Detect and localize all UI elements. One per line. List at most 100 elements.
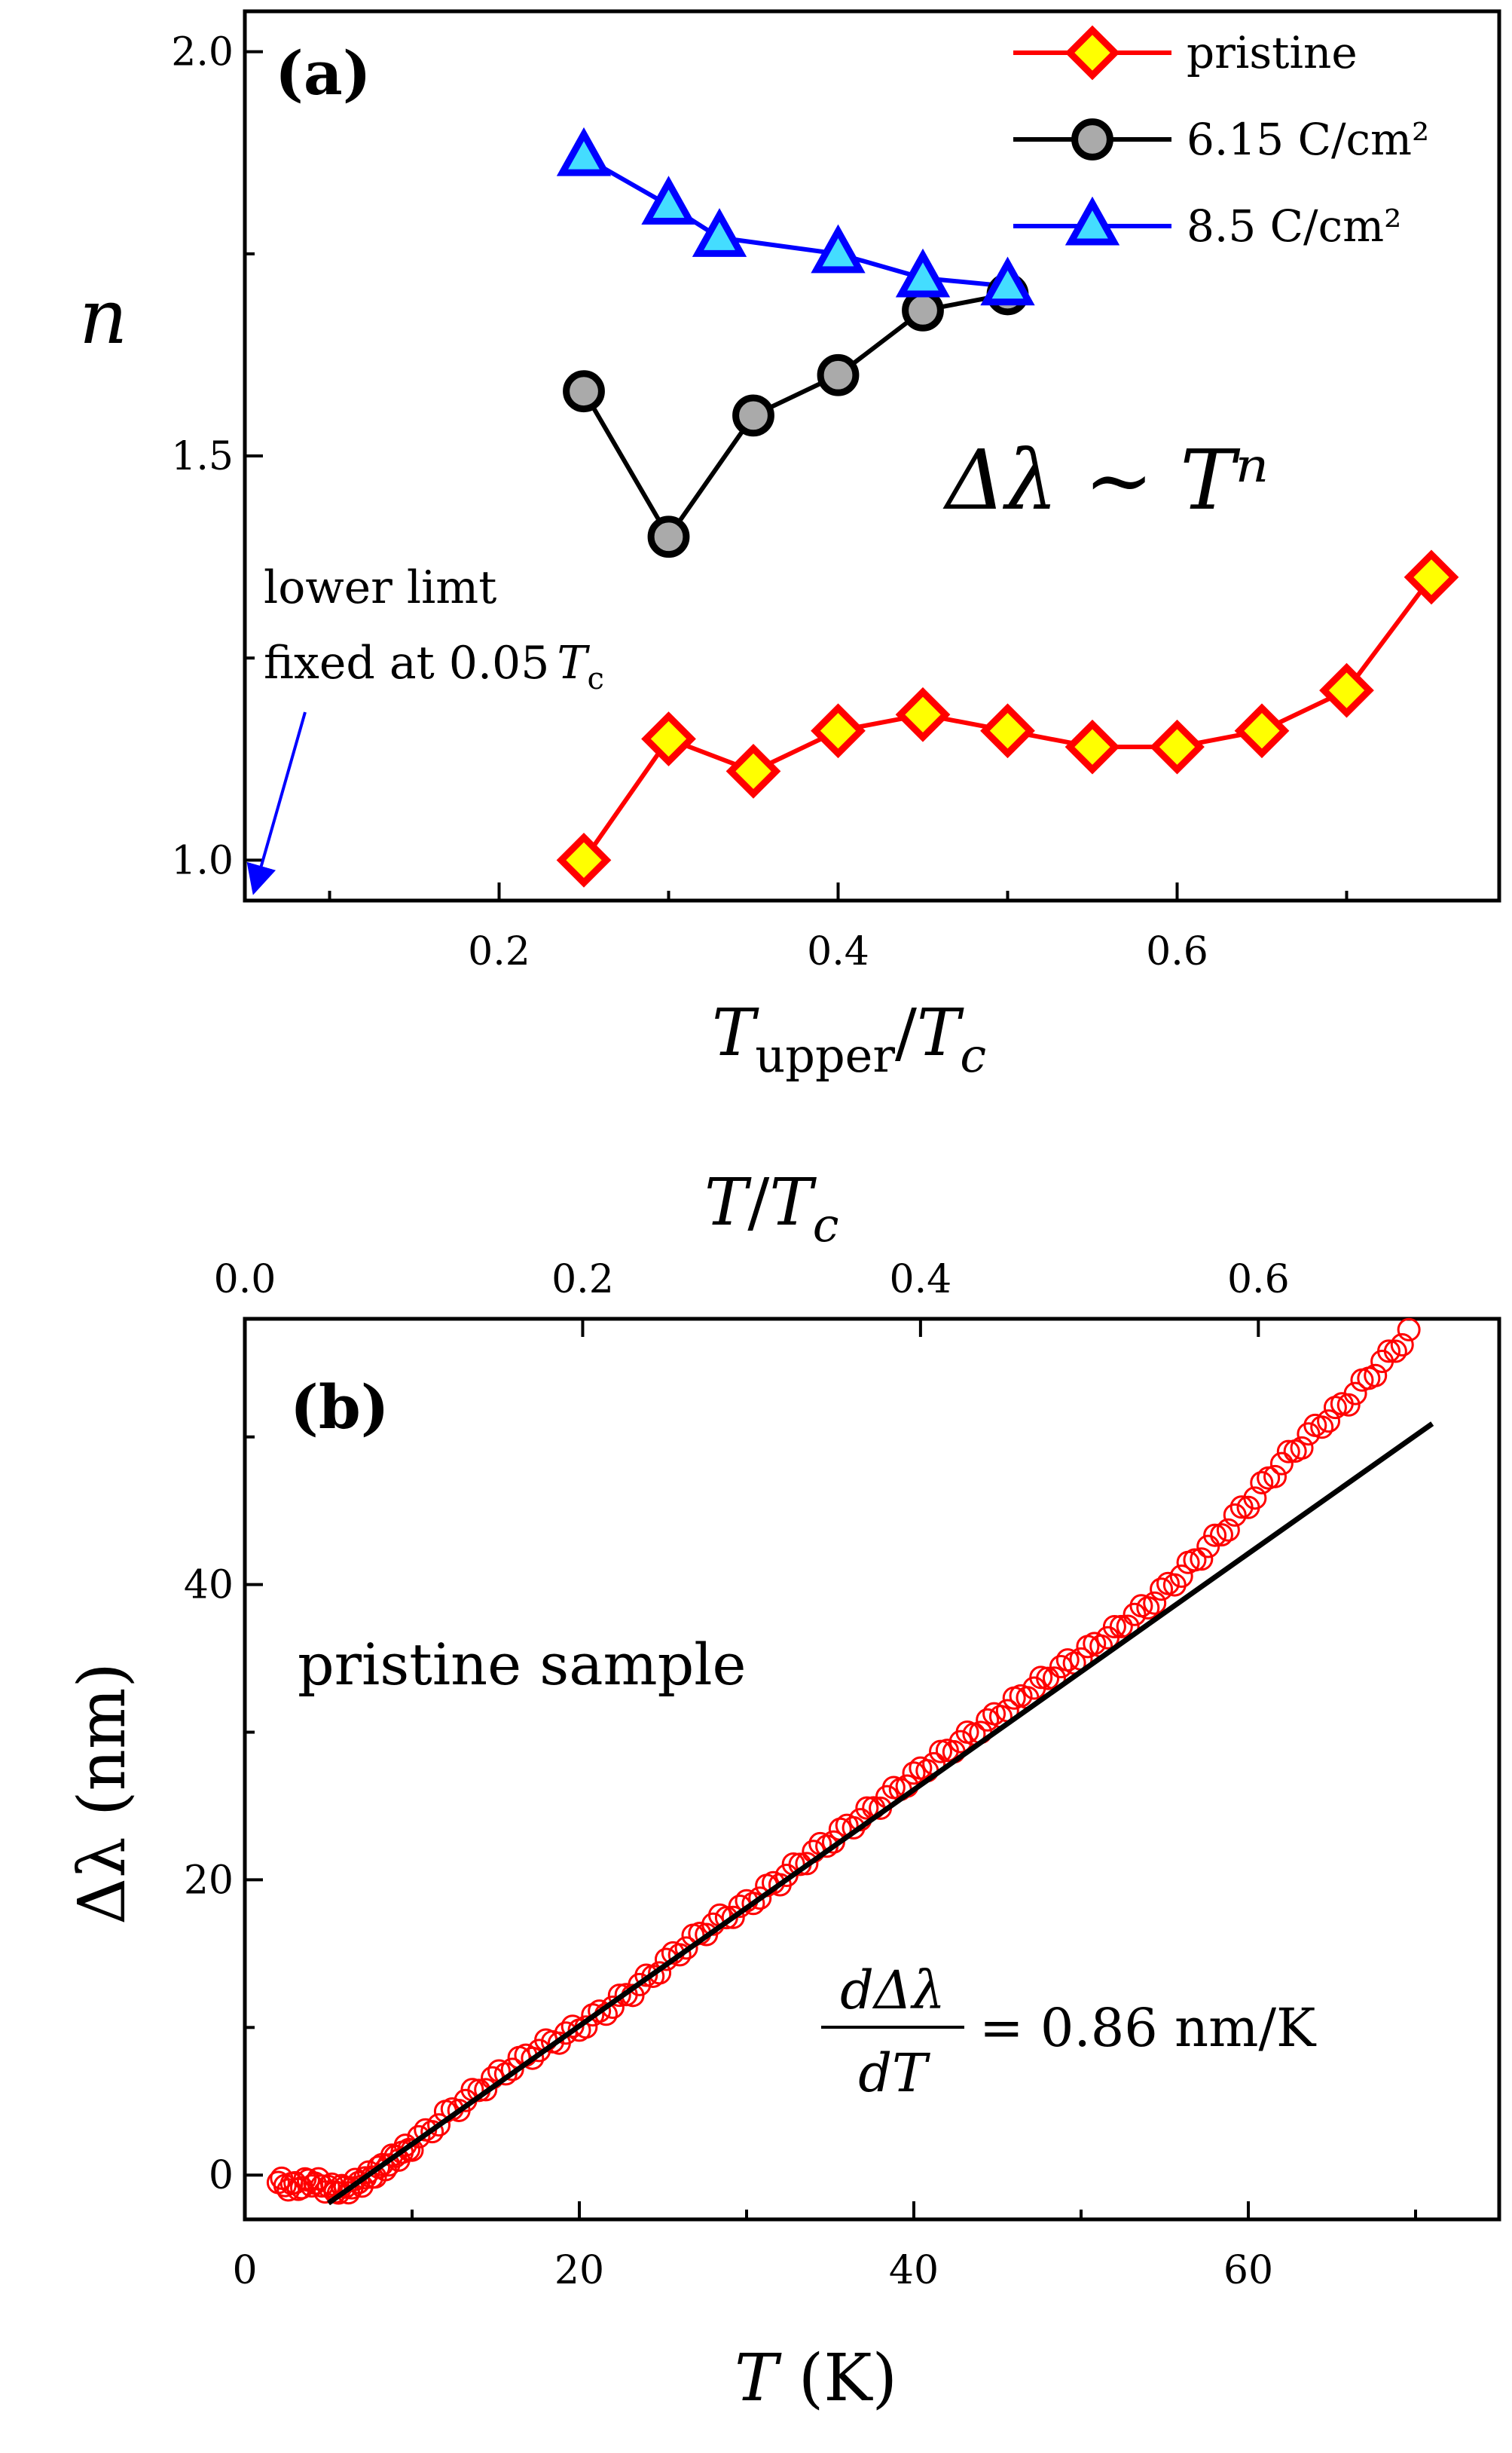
lower-limit-note-line2: fixed at 0.05 Tc bbox=[264, 637, 604, 696]
data-point bbox=[607, 1984, 631, 2008]
data-point bbox=[1336, 1393, 1361, 1417]
diamond-marker bbox=[1234, 703, 1290, 759]
panel-a-y-label: n bbox=[79, 273, 127, 361]
x-tick-label: 20 bbox=[554, 2248, 604, 2293]
lower-limit-arrow bbox=[246, 711, 307, 895]
data-point bbox=[795, 1852, 819, 1876]
top-x-tick-label: 0.2 bbox=[551, 1257, 614, 1302]
data-point bbox=[721, 1905, 745, 1929]
diamond-marker bbox=[641, 711, 696, 766]
x-tick-label: 40 bbox=[889, 2248, 939, 2293]
data-point bbox=[1223, 1503, 1247, 1527]
y-tick-label: 0 bbox=[209, 2153, 234, 2198]
data-point bbox=[976, 1708, 1000, 1732]
panel-a: 0.2 0.4 0.6 1.0 1.5 2.0 (a) n Tupper/Tc Δλ ~ … bbox=[79, 9, 1501, 1083]
data-point bbox=[1290, 1436, 1314, 1460]
data-point bbox=[1317, 1409, 1341, 1433]
data-point bbox=[500, 2057, 524, 2081]
data-point bbox=[1229, 1495, 1254, 1519]
legend-label: 8.5 C/cm² bbox=[1187, 200, 1401, 252]
diamond-marker bbox=[1150, 719, 1205, 775]
y-tick-label: 1.5 bbox=[171, 434, 234, 479]
panel-a-formula: Δλ ~ Tⁿ bbox=[942, 432, 1269, 528]
data-point bbox=[1310, 1415, 1334, 1439]
x-tick-label: 0.4 bbox=[807, 929, 869, 974]
panel-b-y-label: Δλ (nm) bbox=[65, 1662, 140, 1925]
legend-label: pristine bbox=[1187, 27, 1358, 78]
x-tick-label: 0.6 bbox=[1146, 929, 1208, 974]
panel-b-x-label: T (K) bbox=[735, 2341, 897, 2416]
data-point bbox=[1136, 1596, 1160, 1620]
data-point bbox=[1276, 1439, 1300, 1464]
legend-triangle-marker bbox=[1065, 196, 1120, 246]
fit-denominator: dT bbox=[858, 2042, 930, 2104]
data-point bbox=[1364, 1363, 1388, 1387]
data-point bbox=[648, 1961, 672, 1985]
fit-annotation: dΔλ dT = 0.86 nm/K bbox=[821, 1959, 1317, 2104]
panel-a-legend: pristine 6.15 C/cm² 8.5 C/cm² bbox=[1013, 25, 1429, 252]
y-tick-label: 20 bbox=[184, 1858, 234, 1903]
data-point bbox=[1036, 1666, 1060, 1690]
panel-b-frame bbox=[243, 1317, 1501, 2222]
x-tick-label: 60 bbox=[1223, 2248, 1273, 2293]
panel-a-x-label: Tupper/Tc bbox=[712, 996, 986, 1083]
data-point bbox=[1209, 1523, 1233, 1547]
y-tick-label: 40 bbox=[184, 1563, 234, 1608]
data-point bbox=[420, 2120, 444, 2144]
data-point bbox=[1269, 1451, 1294, 1476]
circle-marker bbox=[817, 353, 860, 396]
data-point bbox=[521, 2046, 545, 2070]
data-point bbox=[474, 2078, 498, 2102]
y-tick-label: 2.0 bbox=[171, 30, 234, 75]
data-point bbox=[1383, 1339, 1407, 1363]
triangle-marker bbox=[556, 127, 612, 176]
data-point bbox=[855, 1796, 879, 1820]
panel-a-ticks: 0.2 0.4 0.6 1.0 1.5 2.0 bbox=[171, 30, 1349, 974]
circle-marker bbox=[563, 370, 605, 413]
data-point bbox=[1343, 1381, 1367, 1405]
diamond-marker bbox=[811, 703, 866, 759]
legend-diamond-marker bbox=[1065, 25, 1120, 81]
top-x-tick-label: 0.6 bbox=[1227, 1257, 1290, 1302]
triangle-marker bbox=[811, 224, 866, 274]
x-tick-label: 0 bbox=[232, 2248, 257, 2293]
diamond-marker bbox=[725, 743, 781, 799]
panel-b-ticks: 0 20 40 60 0 20 40 0.0 0.2 0.4 0.6 bbox=[184, 1257, 1417, 2293]
diamond-marker bbox=[895, 687, 951, 742]
sample-label: pristine sample bbox=[298, 1631, 747, 1698]
data-point bbox=[1143, 1591, 1167, 1615]
data-point bbox=[1376, 1339, 1401, 1363]
diamond-marker bbox=[980, 703, 1035, 759]
triangle-marker bbox=[692, 208, 747, 257]
lower-limit-note-line1: lower limt bbox=[264, 561, 496, 614]
data-point bbox=[667, 1943, 692, 1967]
triangle-marker bbox=[895, 248, 951, 298]
fit-numerator: dΔλ bbox=[840, 1959, 945, 2021]
triangle-marker bbox=[980, 256, 1035, 306]
circle-marker bbox=[647, 515, 690, 558]
panel-b-fit-line bbox=[326, 1421, 1434, 2206]
diamond-marker bbox=[1065, 719, 1120, 775]
x-tick-label: 0.2 bbox=[468, 929, 530, 974]
data-point bbox=[1183, 1548, 1207, 1572]
data-point bbox=[741, 1892, 765, 1916]
data-point bbox=[1390, 1333, 1414, 1357]
legend-label: 6.15 C/cm² bbox=[1187, 114, 1429, 165]
series-line bbox=[582, 292, 1009, 541]
data-point bbox=[1297, 1422, 1321, 1446]
data-point bbox=[1263, 1464, 1287, 1488]
top-x-tick-label: 0.0 bbox=[214, 1257, 276, 1302]
data-point bbox=[1250, 1470, 1274, 1494]
data-point bbox=[493, 2062, 518, 2086]
panel-a-series bbox=[556, 127, 1459, 888]
data-point bbox=[1243, 1486, 1267, 1510]
data-point bbox=[407, 2124, 431, 2149]
panel-b-label: (b) bbox=[290, 1372, 389, 1442]
fit-value: = 0.86 nm/K bbox=[979, 1997, 1317, 2059]
diamond-marker bbox=[1319, 662, 1374, 718]
data-point bbox=[1169, 1564, 1193, 1589]
data-point bbox=[1049, 1654, 1073, 1678]
data-point bbox=[393, 2133, 417, 2158]
